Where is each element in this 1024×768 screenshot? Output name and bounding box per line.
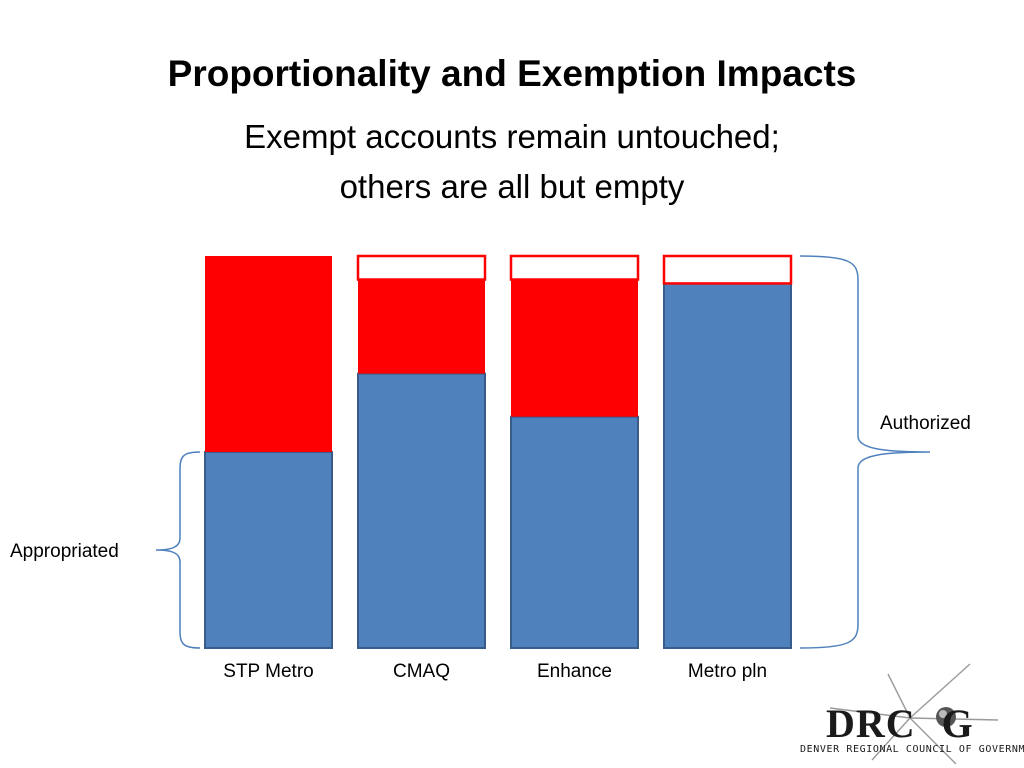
subtitle-line-2: others are all but empty	[339, 168, 685, 205]
category-label-3: Metro pln	[688, 661, 767, 682]
bar-appropriated-2	[510, 415, 639, 649]
bar-remaining_authorized-1	[358, 279, 485, 374]
bar-remaining_authorized-2	[511, 279, 638, 417]
category-label-1: CMAQ	[393, 661, 450, 682]
bars-group	[204, 254, 793, 649]
logo-wordmark: DRC G	[826, 700, 974, 747]
subtitle-line-1: Exempt accounts remain untouched;	[244, 118, 780, 155]
category-labels: STP Metro CMAQ Enhance Metro pln	[223, 661, 767, 682]
appropriated-label: Appropriated	[10, 541, 119, 562]
bar-remaining_authorized-0	[205, 256, 332, 452]
bar-unused-3	[662, 254, 793, 285]
bar-appropriated-3	[663, 282, 792, 649]
category-label-2: Enhance	[537, 661, 612, 682]
appropriated-brace	[155, 451, 201, 649]
logo-suffix: G	[941, 701, 974, 746]
drcog-logo-burst-icon	[829, 663, 999, 765]
category-label-0: STP Metro	[223, 661, 313, 682]
bar-appropriated-1	[357, 372, 486, 649]
authorized-brace	[799, 255, 931, 649]
logo-prefix: DRC	[826, 701, 916, 746]
bar-appropriated-0	[204, 451, 333, 649]
authorized-label: Authorized	[880, 413, 971, 434]
logo-tagline: DENVER REGIONAL COUNCIL OF GOVERNMENTS	[800, 744, 1024, 755]
bar-unused-2	[509, 254, 640, 281]
slide-subtitle: Exempt accounts remain untouched; others…	[0, 112, 1024, 212]
slide-title: Proportionality and Exemption Impacts	[167, 53, 857, 94]
bar-unused-1	[356, 254, 487, 281]
